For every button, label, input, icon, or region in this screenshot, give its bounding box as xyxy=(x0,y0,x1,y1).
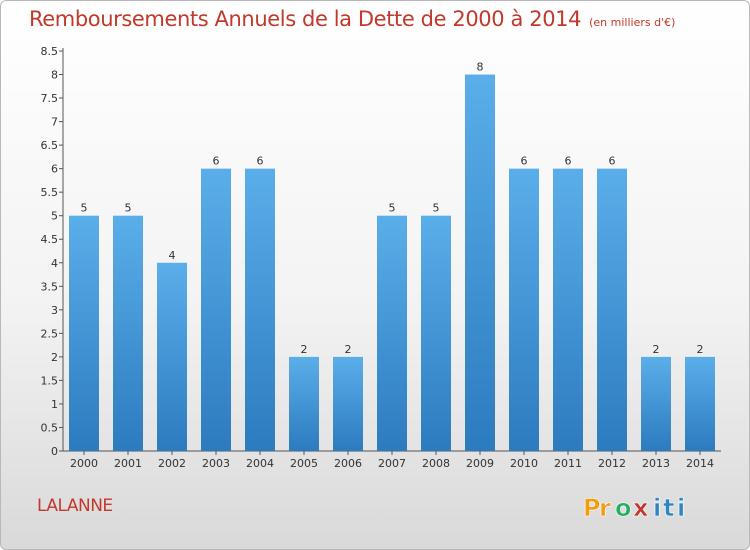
bar xyxy=(289,356,319,451)
bar xyxy=(465,74,495,451)
bar xyxy=(597,168,627,451)
data-label: 6 xyxy=(213,155,220,168)
y-tick-label: 4.5 xyxy=(41,233,59,246)
y-tick-label: 1.5 xyxy=(41,374,59,387)
x-tick-label: 2009 xyxy=(466,457,494,470)
y-tick-label: 7.5 xyxy=(41,92,59,105)
bar xyxy=(69,215,99,451)
data-label: 6 xyxy=(565,155,572,168)
x-tick-label: 2008 xyxy=(422,457,450,470)
data-label: 4 xyxy=(169,249,176,262)
x-tick-label: 2010 xyxy=(510,457,538,470)
bar xyxy=(333,356,363,451)
data-label: 5 xyxy=(125,202,132,215)
y-tick-label: 5.5 xyxy=(41,186,59,199)
chart-title-text: Remboursements Annuels de la Dette de 20… xyxy=(29,7,582,31)
y-tick-label: 3 xyxy=(51,304,58,317)
data-label: 5 xyxy=(389,202,396,215)
data-label: 2 xyxy=(345,343,352,356)
bar xyxy=(641,356,671,451)
logo-letter: i xyxy=(677,494,685,522)
y-tick-label: 1 xyxy=(51,398,58,411)
y-tick-label: 2 xyxy=(51,351,58,364)
data-label: 6 xyxy=(521,155,528,168)
bar xyxy=(113,215,143,451)
logo-letter: t xyxy=(663,494,674,522)
x-tick-label: 2001 xyxy=(114,457,142,470)
data-label: 2 xyxy=(653,343,660,356)
bar xyxy=(509,168,539,451)
x-tick-label: 2014 xyxy=(686,457,714,470)
bar xyxy=(377,215,407,451)
data-label: 6 xyxy=(257,155,264,168)
bar xyxy=(201,168,231,451)
y-tick-label: 4 xyxy=(51,257,58,270)
bar xyxy=(553,168,583,451)
y-tick-label: 8.5 xyxy=(41,45,59,58)
chart-title: Remboursements Annuels de la Dette de 20… xyxy=(29,7,675,31)
y-tick-label: 6.5 xyxy=(41,139,59,152)
logo-letter: P xyxy=(583,494,601,522)
bar xyxy=(157,262,187,451)
y-tick-label: 3.5 xyxy=(41,280,59,293)
logo-letter: i xyxy=(653,494,661,522)
x-tick-label: 2004 xyxy=(246,457,274,470)
x-tick-label: 2000 xyxy=(70,457,98,470)
data-label: 2 xyxy=(301,343,308,356)
x-tick-label: 2013 xyxy=(642,457,670,470)
x-tick-label: 2007 xyxy=(378,457,406,470)
y-tick-label: 7 xyxy=(51,116,58,129)
x-tick-label: 2012 xyxy=(598,457,626,470)
x-tick-label: 2002 xyxy=(158,457,186,470)
y-tick-label: 5 xyxy=(51,210,58,223)
y-tick-label: 0.5 xyxy=(41,421,59,434)
y-tick-label: 6 xyxy=(51,163,58,176)
proxiti-logo: Pr o x i t i xyxy=(583,494,686,523)
y-tick-label: 0 xyxy=(51,445,58,458)
chart-subtitle: (en milliers d'€) xyxy=(589,16,676,29)
x-tick-label: 2011 xyxy=(554,457,582,470)
y-tick-label: 2.5 xyxy=(41,327,59,340)
x-tick-label: 2005 xyxy=(290,457,318,470)
logo-letter: x xyxy=(633,494,649,522)
data-label: 5 xyxy=(433,202,440,215)
logo-letter: r xyxy=(599,494,611,522)
y-tick-label: 8 xyxy=(51,69,58,82)
commune-name: LALANNE xyxy=(37,496,113,516)
bar xyxy=(421,215,451,451)
x-tick-label: 2006 xyxy=(334,457,362,470)
x-tick-label: 2003 xyxy=(202,457,230,470)
logo-letter: o xyxy=(615,494,632,522)
bar xyxy=(245,168,275,451)
data-label: 5 xyxy=(81,202,88,215)
data-label: 2 xyxy=(697,343,704,356)
bar xyxy=(685,356,715,451)
data-label: 6 xyxy=(609,155,616,168)
data-label: 8 xyxy=(477,61,484,74)
